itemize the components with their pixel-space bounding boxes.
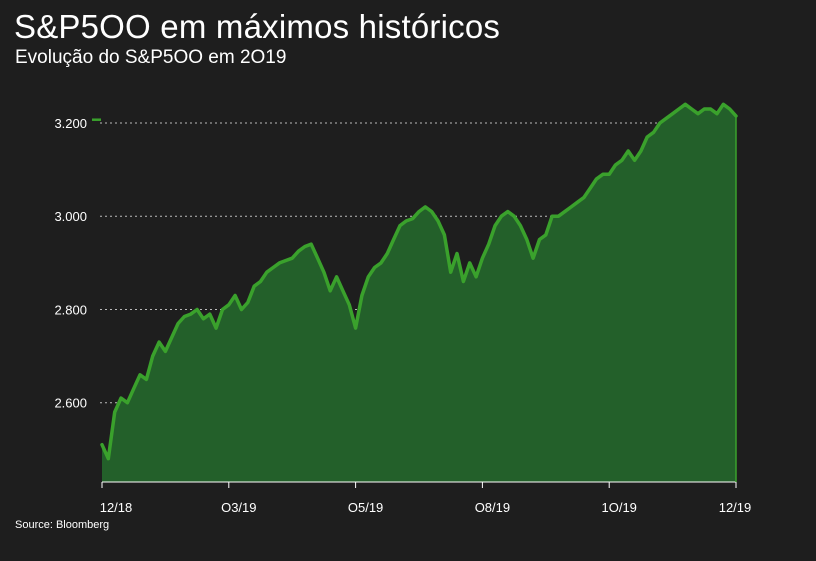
area-layer <box>92 102 738 483</box>
x-tick-label: O8/19 <box>475 500 510 515</box>
chart-subtitle: Evolução do S&P5OO em 2O19 <box>15 47 287 68</box>
x-tick-label: O3/19 <box>221 500 256 515</box>
x-tick-label: O5/19 <box>348 500 383 515</box>
x-tick-label: 1O/19 <box>601 500 636 515</box>
axes <box>101 115 737 488</box>
y-tick-label: 3.000 <box>54 209 87 224</box>
y-tick-label: 3.200 <box>54 116 87 131</box>
chart-title: S&P5OO em máximos históricos <box>14 8 501 45</box>
series-area-sp500 <box>102 104 736 483</box>
y-tick-label: 2.600 <box>54 396 87 411</box>
x-tick-label: 12/19 <box>719 500 752 515</box>
source-note: Source: Bloomberg <box>15 519 110 531</box>
y-tick-label: 2.800 <box>54 302 87 317</box>
x-tick-label: 12/18 <box>100 500 133 515</box>
tick-labels: 2.600 2.800 3.000 3.200 12/18 O3/19 O5/19 O8/19… <box>54 116 751 515</box>
series-line-sp500 <box>100 102 738 461</box>
